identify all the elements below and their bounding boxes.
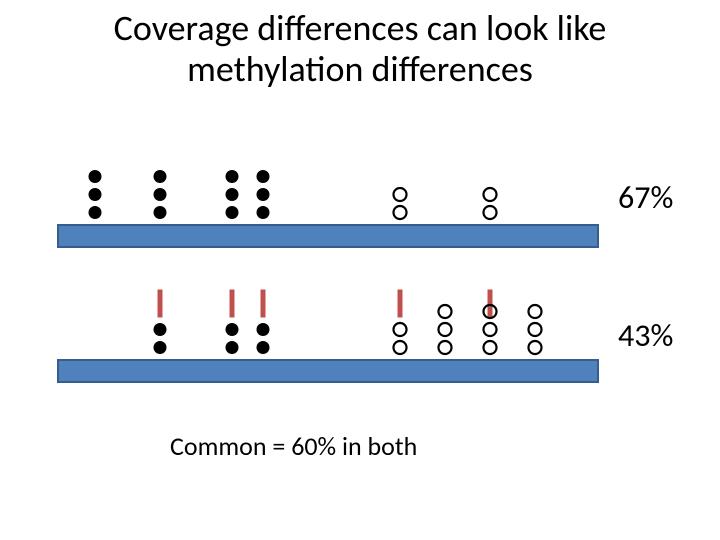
percent-label-bottom: 43%: [618, 316, 673, 355]
caption-common: Common = 60% in both: [170, 430, 417, 462]
slide: Coverage differences can look like methy…: [0, 0, 720, 540]
percent-label-top: 67%: [618, 178, 673, 217]
